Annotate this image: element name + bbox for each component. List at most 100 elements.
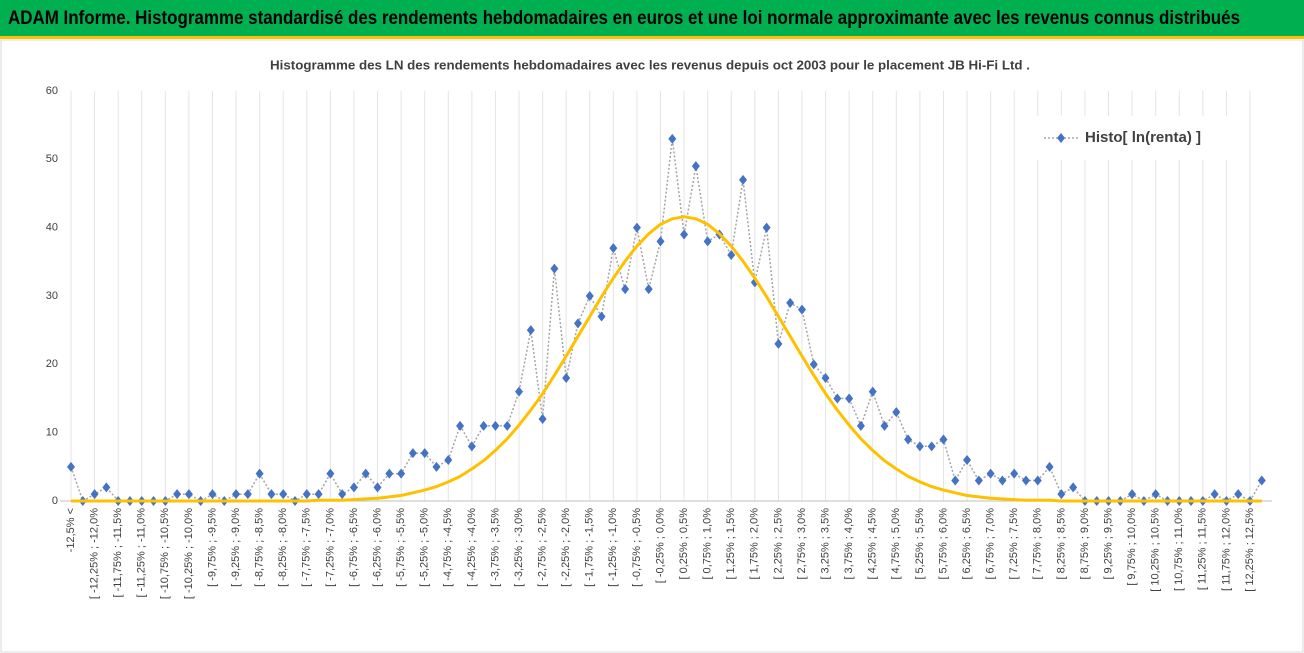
data-point xyxy=(243,489,252,500)
data-point xyxy=(821,373,830,383)
x-tick-label: [ 1,75% ; 2,0% xyxy=(749,508,761,580)
data-point xyxy=(503,420,512,431)
x-tick-label: [ -2,25% ; -2,0% xyxy=(560,508,572,587)
data-point xyxy=(797,304,806,315)
data-point xyxy=(939,434,948,445)
series-curve xyxy=(71,215,1262,503)
data-point xyxy=(491,420,500,431)
data-point xyxy=(998,475,1007,486)
data-point xyxy=(338,489,347,500)
x-tick-label: [ -5,25% ; -5,0% xyxy=(419,508,431,587)
data-point xyxy=(644,284,653,295)
data-point xyxy=(267,489,276,500)
x-tick-label: [ -10,25% ; -10,0% xyxy=(183,508,195,599)
x-tick-label: [ -2,75% ; -2,5% xyxy=(537,508,549,587)
x-tick-label: [ -6,25% ; -6,0% xyxy=(371,508,383,587)
x-tick-label: [ 4,75% ; 5,0% xyxy=(890,508,902,580)
data-point xyxy=(585,291,594,301)
x-tick-label: [ -7,25% ; -7,0% xyxy=(324,508,336,587)
data-point xyxy=(420,448,429,459)
x-tick-label: [ -0,75% ; -0,5% xyxy=(631,508,643,587)
data-point xyxy=(762,222,771,233)
x-tick-label: [ -11,25% ; -11,0% xyxy=(136,508,148,598)
data-point xyxy=(515,386,524,397)
y-tick-label: 0 xyxy=(52,495,58,507)
data-point xyxy=(656,236,665,247)
x-tick-label: -12,5% < xyxy=(65,508,77,552)
y-tick-label: 20 xyxy=(46,358,58,370)
series-line-dotted xyxy=(70,138,1263,502)
x-tick-label: [ 6,25% ; 6,5% xyxy=(961,508,973,580)
data-point xyxy=(703,236,712,247)
x-tick-label: [ 7,75% ; 8,0% xyxy=(1032,508,1044,580)
data-point xyxy=(1151,489,1160,500)
y-tick-label: 50 xyxy=(46,153,58,165)
data-point xyxy=(562,373,571,383)
data-point xyxy=(609,243,618,254)
x-tick-label: [ 2,75% ; 3,0% xyxy=(796,508,808,580)
x-tick-label: [ -4,75% ; -4,5% xyxy=(442,508,454,587)
x-tick-label: [ 2,25% ; 2,5% xyxy=(772,508,784,580)
data-point xyxy=(102,482,111,493)
x-tick-label: [ 3,25% ; 3,5% xyxy=(819,508,831,580)
data-point xyxy=(892,407,901,418)
data-point xyxy=(668,133,677,144)
x-tick-label: [ 7,25% ; 7,5% xyxy=(1008,508,1020,580)
data-point xyxy=(361,468,370,479)
data-point xyxy=(1210,489,1219,500)
data-point xyxy=(691,161,700,172)
x-tick-label: [ -4,25% ; -4,0% xyxy=(466,508,478,587)
data-point xyxy=(680,229,689,240)
x-tick-label: [ 6,75% ; 7,0% xyxy=(985,508,997,580)
x-tick-label: [ 12,25% ; 12,5% xyxy=(1244,508,1256,592)
data-point xyxy=(573,318,582,329)
data-point xyxy=(727,250,736,260)
y-tick-label: 30 xyxy=(46,290,58,302)
x-tick-label: [ -3,75% ; -3,5% xyxy=(489,508,501,587)
data-point xyxy=(432,461,441,472)
data-point xyxy=(621,284,630,295)
data-point xyxy=(915,441,924,452)
data-point xyxy=(314,489,323,500)
data-point xyxy=(255,468,264,479)
data-point xyxy=(845,393,854,404)
data-point xyxy=(986,468,995,479)
chart-title: Histogramme des LN des rendements hebdom… xyxy=(270,57,1030,72)
data-point xyxy=(1010,468,1019,479)
x-tick-label: [ 11,25% ; 11,5% xyxy=(1197,508,1209,590)
x-tick-label: [ 0,25% ; 0,5% xyxy=(678,508,690,580)
page-title: ADAM Informe. Histogramme standardisé de… xyxy=(8,8,1240,29)
x-tick-label: [ 5,75% ; 6,0% xyxy=(937,508,949,580)
data-point xyxy=(597,311,606,322)
data-point xyxy=(868,386,877,397)
x-tick-label: [ -6,75% ; -6,5% xyxy=(348,508,360,587)
x-tick-label: [ -11,75% ; -11,5% xyxy=(112,508,124,598)
x-tick-label: [ 8,75% ; 9,0% xyxy=(1079,508,1091,580)
x-tick-label: [ -1,25% ; -1,0% xyxy=(607,508,619,587)
data-point xyxy=(349,482,358,493)
data-point xyxy=(856,420,865,431)
data-point xyxy=(963,455,972,465)
x-tick-label: [ 4,25% ; 4,5% xyxy=(867,508,879,580)
x-tick-label: [ 9,25% ; 9,5% xyxy=(1102,508,1114,580)
data-point xyxy=(526,325,535,336)
data-point xyxy=(974,475,983,486)
x-tick-label: [ 0,75% ; 1,0% xyxy=(702,508,714,580)
data-point xyxy=(786,297,795,308)
x-tick-label: [ -10,75% ; -10,5% xyxy=(159,508,171,599)
data-point xyxy=(927,441,936,452)
data-point xyxy=(373,482,382,493)
y-tick-label: 10 xyxy=(46,427,58,439)
x-tick-label: [ -5,75% ; -5,5% xyxy=(395,508,407,587)
data-point xyxy=(397,468,406,479)
x-tick-label: [ 3,75% ; 4,0% xyxy=(843,508,855,580)
data-point xyxy=(739,174,748,185)
data-point xyxy=(279,489,288,500)
data-point xyxy=(1033,475,1042,486)
legend-label: Histo[ ln(renta) ] xyxy=(1085,129,1201,146)
x-tick-label: [ 8,25% ; 8,5% xyxy=(1055,508,1067,580)
data-point xyxy=(90,489,99,500)
data-point xyxy=(1069,482,1078,493)
x-tick-label: [ -1,75% ; -1,5% xyxy=(584,508,596,587)
banner xyxy=(0,0,1304,37)
